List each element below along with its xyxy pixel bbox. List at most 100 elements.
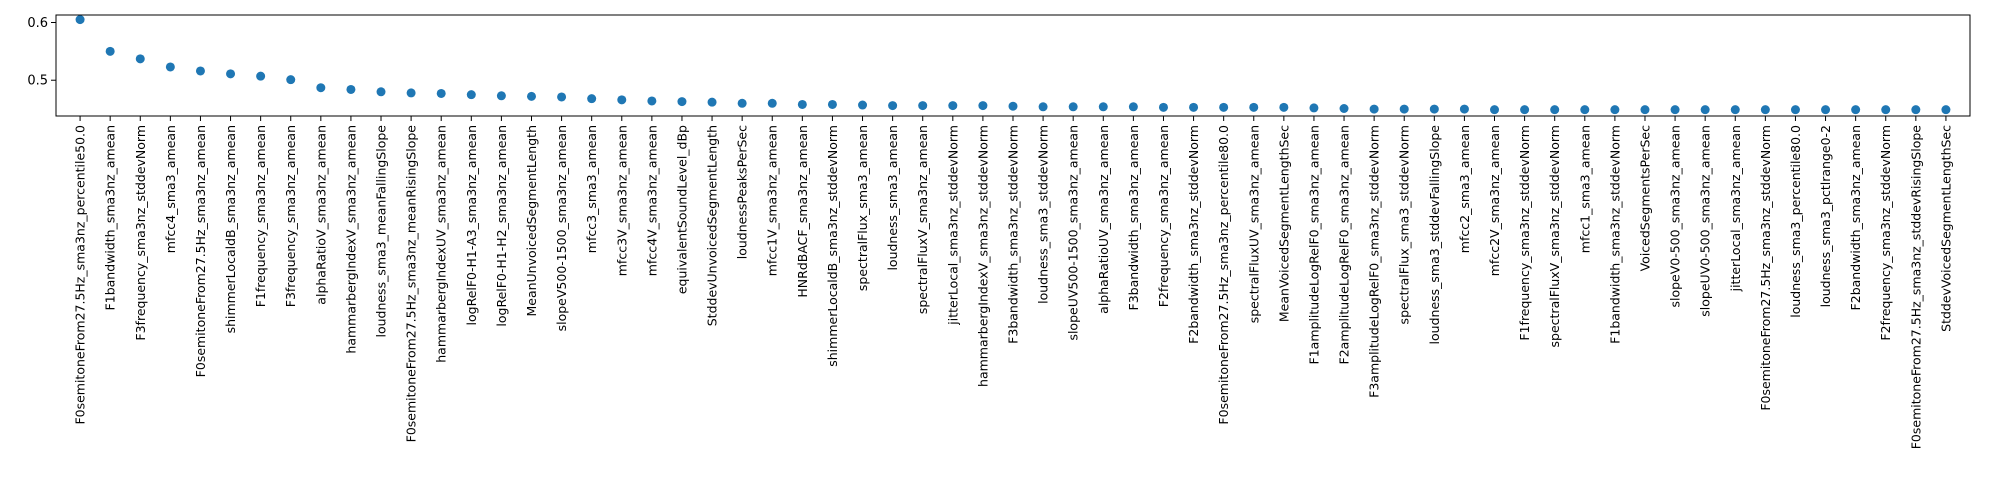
- data-point: [75, 15, 85, 25]
- x-tick-label: alphaRatioV_sma3nz_amean: [313, 125, 328, 305]
- x-tick-label: F1frequency_sma3nz_amean: [253, 125, 268, 307]
- x-tick-labels: F0semitoneFrom27.5Hz_sma3nz_percentile50…: [73, 125, 1954, 450]
- x-tick-label: F0semitoneFrom27.5Hz_sma3nz_percentile50…: [73, 125, 88, 425]
- data-point: [1189, 102, 1199, 112]
- x-tick-label: F1bandwidth_sma3nz_amean: [103, 125, 118, 310]
- data-point: [617, 95, 627, 105]
- data-point: [737, 98, 747, 108]
- plot-frame: [55, 14, 1971, 117]
- x-tick-label: logRelF0-H1-H2_sma3nz_amean: [494, 125, 509, 327]
- x-tick-label: slopeUV0-500_sma3nz_amean: [1698, 125, 1713, 317]
- x-tick-label: jitterLocal_sma3nz_amean: [1728, 125, 1743, 292]
- x-tick-label: F2frequency_sma3nz_stddevNorm: [1878, 125, 1893, 341]
- data-point: [827, 99, 837, 109]
- x-tick-label: F3amplitudeLogRelF0_sma3nz_stddevNorm: [1367, 125, 1382, 398]
- x-tick-label: alphaRatioUV_sma3nz_amean: [1096, 125, 1111, 314]
- x-tick-label: mfcc3_sma3_amean: [584, 125, 599, 253]
- data-point: [1700, 105, 1710, 115]
- x-tick-label: F2bandwidth_sma3nz_stddevNorm: [1186, 125, 1201, 344]
- x-tick-label: spectralFluxUV_sma3nz_amean: [1246, 125, 1261, 323]
- x-tick-label: loudnessPeaksPerSec: [735, 125, 750, 259]
- x-tick-label: F0semitoneFrom27.5Hz_sma3nz_percentile80…: [1216, 125, 1231, 425]
- x-tick-label: F3bandwidth_sma3nz_amean: [1126, 125, 1141, 310]
- data-point: [587, 94, 597, 104]
- data-point: [1459, 104, 1469, 114]
- data-point: [1550, 105, 1560, 115]
- data-point: [376, 87, 386, 97]
- data-point: [1128, 102, 1138, 112]
- data-point: [346, 84, 356, 94]
- points-layer: [75, 15, 1951, 115]
- data-point: [1520, 105, 1530, 115]
- data-point: [1760, 105, 1770, 115]
- x-tick-label: F0semitoneFrom27.5Hz_sma3nz_stddevNorm: [1758, 125, 1773, 411]
- data-point: [1098, 102, 1108, 112]
- y-tick-label: 0.6: [27, 16, 48, 31]
- x-tick-label: loudness_sma3_pctlrange0-2: [1818, 125, 1833, 307]
- y-tick-label: 0.5: [27, 74, 48, 89]
- x-tick-label: StddevUnvoicedSegmentLength: [705, 125, 720, 326]
- data-point: [256, 71, 266, 81]
- data-point: [557, 92, 567, 102]
- x-tick-label: mfcc4_sma3_amean: [163, 125, 178, 253]
- data-point: [316, 83, 326, 93]
- data-point: [647, 96, 657, 106]
- x-tick-label: mfcc1V_sma3nz_amean: [765, 125, 780, 276]
- x-tick-label: spectralFluxV_sma3nz_amean: [915, 125, 930, 314]
- x-tick-label: hammarbergIndexV_sma3nz_amean: [343, 125, 358, 354]
- x-tick-label: shimmerLocaldB_sma3nz_amean: [223, 125, 238, 333]
- x-tick-label: logRelF0-H1-A3_sma3nz_amean: [464, 125, 479, 325]
- data-point: [1399, 104, 1409, 114]
- x-tick-label: loudness_sma3_meanFallingSlope: [374, 125, 389, 338]
- x-tick-label: F3frequency_sma3nz_stddevNorm: [133, 125, 148, 341]
- data-point: [797, 99, 807, 109]
- x-tick-label: F0semitoneFrom27.5Hz_sma3nz_meanRisingSl…: [404, 125, 419, 443]
- x-tick-label: F3bandwidth_sma3nz_stddevNorm: [1006, 125, 1021, 344]
- data-point: [1068, 102, 1078, 112]
- data-point: [707, 97, 717, 107]
- x-tick-label: mfcc2_sma3_amean: [1457, 125, 1472, 253]
- data-point: [1008, 101, 1018, 111]
- x-tick-label: hammarbergIndexV_sma3nz_stddevNorm: [975, 125, 990, 387]
- data-point: [1580, 105, 1590, 115]
- x-tick-label: equivalentSoundLevel_dBp: [674, 125, 689, 294]
- x-tick-label: MeanVoicedSegmentLengthSec: [1276, 125, 1291, 322]
- data-point: [1158, 102, 1168, 112]
- data-point: [105, 46, 115, 56]
- x-tick-label: jitterLocal_sma3nz_stddevNorm: [945, 125, 960, 326]
- data-point: [1369, 104, 1379, 114]
- data-point: [1911, 105, 1921, 115]
- x-tick-label: HNRdBACF_sma3nz_amean: [795, 125, 810, 298]
- x-tick-label: shimmerLocaldB_sma3nz_stddevNorm: [825, 125, 840, 367]
- data-point: [1309, 103, 1319, 113]
- x-tick-label: spectralFlux_sma3_stddevNorm: [1397, 125, 1412, 324]
- x-tick-label: F1frequency_sma3nz_stddevNorm: [1517, 125, 1532, 341]
- x-tick-label: loudness_sma3_amean: [885, 125, 900, 271]
- x-tick-label: F2bandwidth_sma3nz_amean: [1848, 125, 1863, 310]
- x-tick-label: slopeV500-1500_sma3nz_amean: [554, 125, 569, 331]
- x-tick-label: loudness_sma3_percentile80.0: [1788, 125, 1803, 318]
- data-point: [677, 97, 687, 107]
- x-tick-label: mfcc1_sma3_amean: [1577, 125, 1592, 253]
- x-tick-label: F2frequency_sma3nz_amean: [1156, 125, 1171, 307]
- data-point: [226, 69, 236, 79]
- x-tick-label: mfcc2V_sma3nz_amean: [1487, 125, 1502, 276]
- data-point: [1941, 105, 1951, 115]
- x-tick-label: VoicedSegmentsPerSec: [1637, 125, 1652, 272]
- data-point: [466, 90, 476, 100]
- x-tick-label: F3frequency_sma3nz_amean: [283, 125, 298, 307]
- data-point: [888, 101, 898, 111]
- data-point: [1279, 102, 1289, 112]
- x-tick-label: loudness_sma3_stddevFallingSlope: [1427, 125, 1442, 345]
- data-point: [406, 88, 416, 98]
- x-tick-label: slopeUV500-1500_sma3nz_amean: [1066, 125, 1081, 341]
- data-point: [1339, 103, 1349, 113]
- tick-layer: 0.5 0.6: [27, 16, 1947, 121]
- data-point: [496, 91, 506, 101]
- data-point: [195, 66, 205, 76]
- data-point: [1730, 105, 1740, 115]
- data-point: [1219, 102, 1229, 112]
- data-point: [1851, 105, 1861, 115]
